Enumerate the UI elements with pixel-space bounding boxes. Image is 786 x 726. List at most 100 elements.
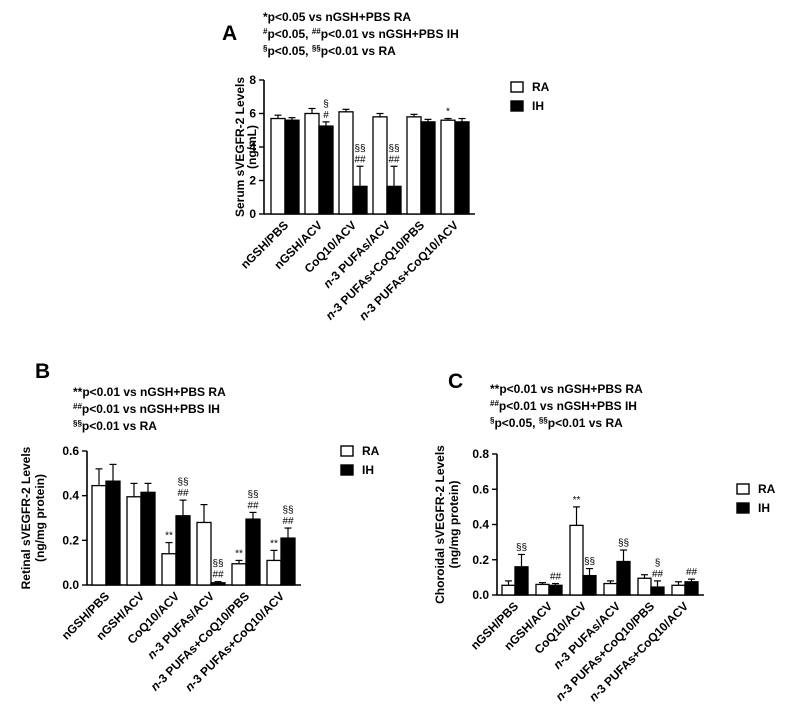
bar-RA	[569, 524, 584, 596]
significance-mark: **	[235, 548, 243, 559]
significance-mark: ##	[652, 569, 664, 580]
legend-label-IH: IH	[362, 463, 374, 477]
bar-IH	[280, 537, 296, 586]
legend-label-IH: IH	[532, 99, 544, 113]
bar-RA	[406, 116, 422, 215]
bar-IH	[548, 584, 563, 596]
y-tick-label: 0	[249, 207, 256, 221]
note-text: p<0.05,	[267, 27, 311, 41]
legend-swatch-RA	[736, 483, 750, 495]
chart-panel-A: A*p<0.05 vs nGSH+PBS RA#p<0.05, ##p<0.01…	[222, 10, 550, 323]
note-text: p<0.01 vs nGSH+PBS IH	[321, 27, 459, 41]
note-superscript: #	[263, 27, 268, 36]
bar-IH	[352, 185, 368, 215]
note-superscript: §§	[73, 419, 82, 428]
y-tick-label: 8	[249, 73, 256, 87]
y-tick-label: 0.4	[472, 518, 489, 532]
note-text: p<0.01 vs nGSH+PBS IH	[82, 402, 220, 416]
panel-label: C	[448, 370, 463, 393]
bar-IH	[386, 185, 402, 215]
y-tick-label: 0.0	[472, 588, 489, 602]
note-text: **p<0.01 vs nGSH+PBS RA	[490, 382, 643, 396]
note-superscript: §§	[539, 416, 548, 425]
significance-mark: **	[573, 495, 581, 506]
bar-RA	[231, 563, 247, 586]
legend-swatch-IH	[340, 464, 354, 476]
bar-RA	[535, 583, 550, 596]
bar-IH	[140, 491, 156, 586]
legend-label-RA: RA	[532, 80, 550, 94]
chart-panel-B: B**p<0.01 vs nGSH+PBS RA##p<0.01 vs nGSH…	[19, 360, 380, 694]
bar-RA	[126, 496, 142, 586]
y-axis-unit: (ng/mg protein)	[33, 474, 47, 562]
significance-note: ##p<0.01 vs nGSH+PBS IH	[73, 402, 220, 416]
bar-RA	[440, 119, 456, 215]
bar-IH	[514, 566, 529, 596]
note-superscript: ##	[490, 399, 499, 408]
significance-mark: §§	[584, 557, 595, 568]
significance-note: *p<0.05 vs nGSH+PBS RA	[263, 10, 411, 24]
y-axis-label: Choroidal sVEGFR-2 Levels	[433, 445, 447, 604]
significance-mark: ##	[388, 154, 400, 165]
note-text: *p<0.05 vs nGSH+PBS RA	[263, 10, 411, 24]
bar-RA	[304, 112, 320, 215]
bar-IH	[245, 518, 261, 586]
significance-note: §§p<0.01 vs RA	[73, 419, 157, 433]
category-label-text: -3 PUFAs/ACV	[150, 589, 217, 656]
y-tick-label: 0.0	[62, 578, 79, 592]
legend-label-IH: IH	[758, 501, 770, 515]
bar-RA	[196, 521, 212, 586]
significance-note: ##p<0.01 vs nGSH+PBS IH	[490, 399, 637, 413]
y-axis-label: Retinal sVEGFR-2 Levels	[19, 446, 33, 589]
significance-mark: §§	[212, 559, 223, 570]
significance-mark: §	[655, 558, 661, 569]
y-tick-label: 4	[249, 140, 256, 154]
significance-note: §p<0.05, §§p<0.01 vs RA	[490, 416, 623, 430]
significance-mark: §§	[247, 489, 258, 500]
significance-mark: §§	[354, 143, 365, 154]
bar-IH	[420, 121, 436, 215]
bar-RA	[637, 577, 652, 596]
significance-note: #p<0.05, ##p<0.01 vs nGSH+PBS IH	[263, 27, 459, 41]
bar-IH	[175, 515, 191, 586]
significance-mark: **	[165, 531, 173, 542]
bar-IH	[582, 574, 597, 596]
significance-mark: #	[323, 110, 329, 121]
chart-panel-C: C **p<0.01 vs nGSH+PBS RA##p<0.01 vs nGSH…	[433, 370, 776, 704]
bar-RA	[91, 484, 107, 586]
note-superscript: ##	[73, 402, 82, 411]
bar-RA	[338, 111, 354, 215]
significance-mark: ##	[177, 488, 189, 499]
bar-RA	[266, 559, 282, 586]
y-tick-label: 0.2	[62, 533, 79, 547]
bar-IH	[105, 480, 121, 586]
significance-mark: ##	[212, 570, 224, 581]
y-tick-label: 0.4	[62, 489, 79, 503]
bar-RA	[501, 584, 516, 596]
y-tick-label: 0.8	[472, 447, 489, 461]
significance-mark: §§	[516, 542, 527, 553]
significance-mark: §§	[177, 477, 188, 488]
significance-mark: **	[270, 538, 278, 549]
significance-mark: *	[446, 107, 450, 118]
note-superscript: §	[263, 44, 268, 53]
legend-swatch-RA	[340, 445, 354, 457]
bar-IH	[210, 582, 226, 586]
significance-mark: §§	[618, 538, 629, 549]
note-superscript: ##	[312, 27, 321, 36]
bar-IH	[684, 581, 699, 596]
y-axis-unit: (ng/mL)	[245, 125, 259, 169]
significance-mark: §§	[282, 505, 293, 516]
significance-mark: ##	[354, 154, 366, 165]
bar-RA	[161, 553, 177, 586]
note-text: p<0.01 vs nGSH+PBS IH	[499, 399, 637, 413]
y-axis-label: Serum sVEGFR-2 Levels	[233, 77, 247, 217]
y-tick-label: 6	[249, 107, 256, 121]
bar-IH	[616, 560, 631, 596]
bar-IH	[454, 121, 470, 215]
bar-RA	[603, 582, 618, 596]
significance-note: §p<0.05, §§p<0.01 vs RA	[263, 44, 396, 58]
y-axis-unit: (ng/mg protein)	[447, 481, 461, 569]
significance-mark: ##	[550, 572, 562, 583]
